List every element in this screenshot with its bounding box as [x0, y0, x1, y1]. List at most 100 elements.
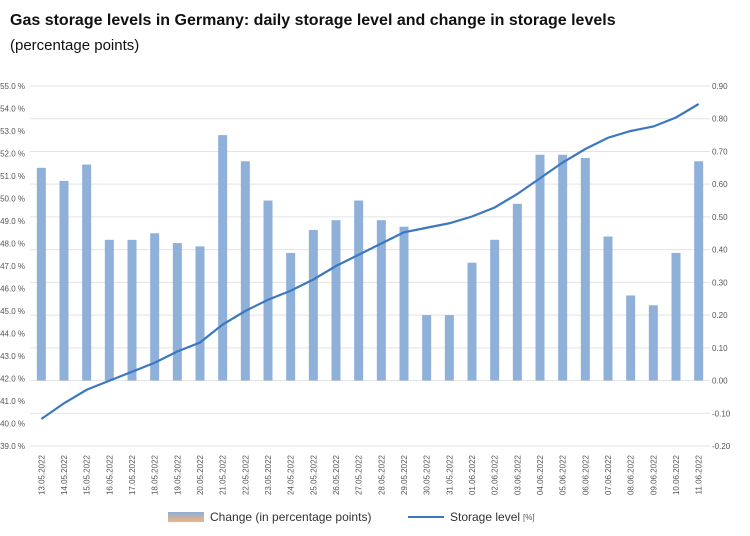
bar: [648, 305, 658, 381]
left-axis-tick: 54.0 %: [0, 105, 25, 114]
right-axis-tick: -0.20: [712, 442, 731, 451]
right-axis-tick: 0.40: [712, 246, 728, 255]
left-axis-tick: 51.0 %: [0, 172, 25, 181]
left-axis-tick: 42.0 %: [0, 375, 25, 384]
x-axis-tick: 30.05.2022: [423, 454, 432, 495]
x-axis-tick: 01.06.2022: [468, 454, 477, 495]
left-axis-tick: 43.0 %: [0, 352, 25, 361]
bar: [218, 135, 228, 381]
bar: [694, 161, 704, 381]
bar: [331, 220, 341, 381]
bar: [263, 200, 273, 381]
right-axis-tick: 0.50: [712, 213, 728, 222]
x-axis-tick: 28.05.2022: [377, 454, 386, 495]
left-axis-tick: 44.0 %: [0, 330, 25, 339]
x-axis-tick: 02.06.2022: [491, 454, 500, 495]
x-axis-tick: 25.05.2022: [309, 454, 318, 495]
bar: [444, 315, 454, 381]
bar: [127, 239, 137, 381]
x-axis-tick: 17.05.2022: [128, 454, 137, 495]
bar: [240, 161, 250, 381]
bar: [82, 164, 92, 381]
left-axis-tick: 52.0 %: [0, 150, 25, 159]
x-axis-tick: 16.05.2022: [105, 454, 114, 495]
bar: [490, 239, 500, 381]
right-axis-tick: 0.80: [712, 115, 728, 124]
right-axis-tick: -0.10: [712, 409, 731, 418]
bar: [172, 243, 182, 381]
x-axis-tick: 15.05.2022: [83, 454, 92, 495]
left-axis-tick: 53.0 %: [0, 127, 25, 136]
right-axis-tick: 0.90: [712, 82, 728, 91]
left-axis-tick: 47.0 %: [0, 262, 25, 271]
bar: [535, 154, 545, 381]
storage-level-line: [40, 103, 700, 420]
legend-item-storage: Storage level [%]: [408, 510, 535, 524]
bar: [467, 262, 477, 381]
bar: [59, 180, 69, 381]
x-axis-tick: 24.05.2022: [287, 454, 296, 495]
legend-item-change: Change (in percentage points): [168, 510, 371, 524]
x-axis-tick: 10.06.2022: [672, 454, 681, 495]
bar: [603, 236, 613, 381]
bar: [36, 167, 46, 381]
bar: [286, 252, 296, 381]
legend-unit: [%]: [523, 512, 535, 522]
legend-swatch-bar: [168, 512, 204, 522]
x-axis-tick: 22.05.2022: [241, 454, 250, 495]
x-axis-tick: 19.05.2022: [173, 454, 182, 495]
bar: [626, 295, 636, 381]
x-axis-tick: 14.05.2022: [60, 454, 69, 495]
bar: [354, 200, 364, 381]
left-axis-tick: 48.0 %: [0, 240, 25, 249]
x-axis-tick: 29.05.2022: [400, 454, 409, 495]
bar: [376, 220, 386, 381]
x-axis-tick: 09.06.2022: [649, 454, 658, 495]
chart-title: Gas storage levels in Germany: daily sto…: [10, 12, 616, 29]
left-axis-tick: 39.0 %: [0, 442, 25, 451]
legend-label-change: Change (in percentage points): [210, 510, 372, 524]
bar: [512, 203, 522, 381]
x-axis-tick: 06.06.2022: [581, 454, 590, 495]
x-axis-tick: 07.06.2022: [604, 454, 613, 495]
left-axis-tick: 41.0 %: [0, 397, 25, 406]
right-axis-tick: 0.00: [712, 377, 728, 386]
bar: [399, 226, 409, 381]
x-axis-tick: 21.05.2022: [219, 454, 228, 495]
x-axis-tick: 13.05.2022: [37, 454, 46, 495]
x-axis-tick: 23.05.2022: [264, 454, 273, 495]
legend-label-storage: Storage level: [450, 510, 521, 524]
x-axis-tick: 27.05.2022: [355, 454, 364, 495]
bar: [195, 246, 205, 381]
x-axis-tick: 31.05.2022: [445, 454, 454, 495]
right-axis-tick: 0.10: [712, 344, 728, 353]
left-axis-tick: 49.0 %: [0, 217, 25, 226]
bar: [150, 233, 160, 381]
chart-subtitle: (percentage points): [10, 37, 140, 54]
right-axis-tick: 0.70: [712, 147, 728, 156]
x-axis-tick: 03.06.2022: [513, 454, 522, 495]
bar: [671, 252, 681, 381]
bar: [104, 239, 114, 381]
right-axis-tick: 0.30: [712, 278, 728, 287]
left-axis-tick: 55.0 %: [0, 82, 25, 91]
bar: [422, 315, 432, 381]
left-axis-tick: 45.0 %: [0, 307, 25, 316]
x-axis-tick: 08.06.2022: [627, 454, 636, 495]
bar: [308, 230, 318, 381]
bar: [558, 154, 568, 381]
right-axis-tick: 0.20: [712, 311, 728, 320]
left-axis-tick: 40.0 %: [0, 420, 25, 429]
x-axis-tick: 04.06.2022: [536, 454, 545, 495]
right-axis-tick: 0.60: [712, 180, 728, 189]
x-axis-tick: 20.05.2022: [196, 454, 205, 495]
bar: [580, 158, 590, 381]
x-axis-tick: 26.05.2022: [332, 454, 341, 495]
x-axis-tick: 18.05.2022: [151, 454, 160, 495]
left-axis-tick: 46.0 %: [0, 285, 25, 294]
left-axis-tick: 50.0 %: [0, 195, 25, 204]
legend-swatch-line: [408, 516, 444, 518]
x-axis-tick: 11.06.2022: [695, 454, 704, 494]
x-axis-tick: 05.06.2022: [559, 454, 568, 495]
